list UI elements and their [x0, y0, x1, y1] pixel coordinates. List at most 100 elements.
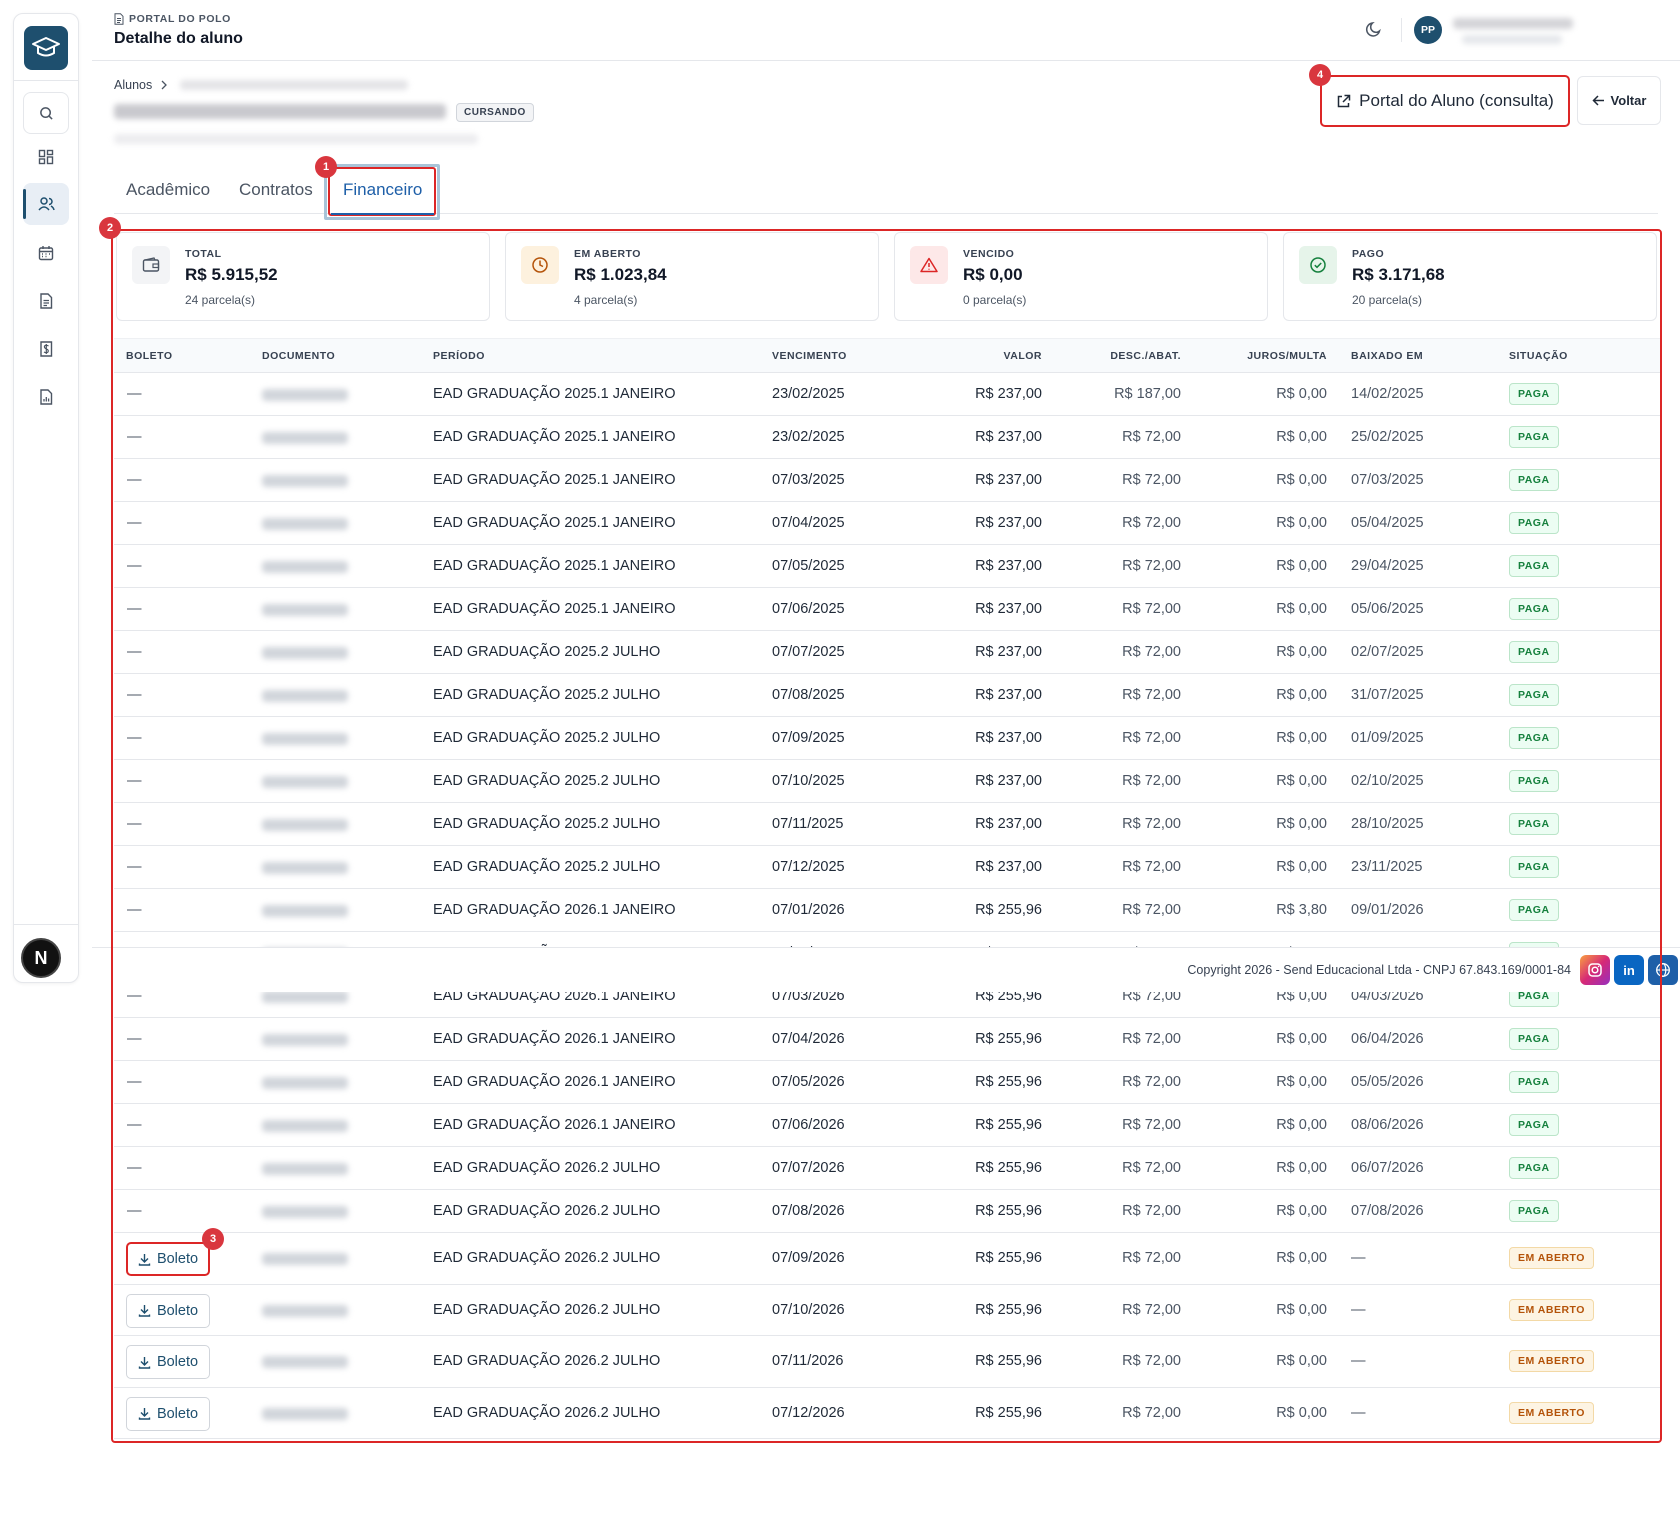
redacted-document [262, 561, 348, 573]
globe-icon[interactable] [1648, 955, 1678, 985]
app-logo[interactable] [24, 26, 68, 70]
redacted-document [262, 1304, 348, 1317]
card-value: R$ 3.171,68 [1352, 265, 1445, 284]
status-badge: PAGA [1509, 1028, 1559, 1050]
instagram-icon[interactable] [1580, 955, 1610, 985]
desconto-cell: R$ 72,00 [1122, 902, 1181, 918]
boleto-cell: — [127, 816, 142, 832]
sidebar-item-reports[interactable] [23, 376, 69, 418]
table-row: — EAD GRADUAÇÃO 2026.1 JANEIRO 07/03/2026 R… [114, 975, 1660, 1018]
valor-cell: R$ 237,00 [975, 558, 1042, 574]
desconto-cell: R$ 72,00 [1122, 773, 1181, 789]
search-icon [39, 106, 53, 120]
juros-cell: R$ 0,00 [1276, 1203, 1327, 1219]
status-badge: PAGA [1509, 770, 1559, 792]
sidebar-item-students[interactable] [23, 183, 69, 225]
warning-icon [910, 246, 948, 284]
vencimento-cell: 07/07/2026 [772, 1160, 845, 1176]
table-row: — EAD GRADUAÇÃO 2025.1 JANEIRO 07/06/2025 R… [114, 588, 1660, 631]
valor-cell: R$ 237,00 [975, 859, 1042, 875]
sidebar-item-calendar[interactable] [23, 232, 69, 274]
desconto-cell: R$ 72,00 [1122, 988, 1181, 1004]
sidebar-item-documents[interactable] [23, 280, 69, 322]
juros-cell: R$ 0,00 [1276, 988, 1327, 1004]
graduation-cap-icon [32, 37, 60, 57]
linkedin-icon[interactable]: in [1614, 955, 1644, 985]
theme-toggle-button[interactable] [1365, 20, 1383, 43]
card-count: 4 parcela(s) [574, 293, 638, 307]
col-baixado: BAIXADO EM [1351, 350, 1424, 362]
download-boleto-button[interactable]: Boleto [126, 1345, 210, 1379]
baixado-cell: — [1351, 1353, 1366, 1369]
breadcrumb-students-link[interactable]: Alunos [114, 78, 153, 92]
table-row: Boleto EAD GRADUAÇÃO 2026.2 JULHO 07/10/20… [114, 1285, 1660, 1336]
redacted-document [262, 991, 348, 1003]
redacted-document [262, 1206, 348, 1218]
valor-cell: R$ 255,96 [975, 1250, 1042, 1266]
juros-cell: R$ 0,00 [1276, 1031, 1327, 1047]
vencimento-cell: 23/02/2025 [772, 429, 845, 445]
top-header: PORTAL DO POLO Detalhe do aluno [92, 0, 1680, 61]
user-avatar[interactable]: PP [1414, 16, 1442, 44]
redacted-document [262, 905, 348, 917]
baixado-cell: 14/02/2025 [1351, 386, 1424, 402]
download-boleto-button[interactable]: Boleto [126, 1396, 210, 1431]
juros-cell: R$ 0,00 [1276, 601, 1327, 617]
valor-cell: R$ 237,00 [975, 472, 1042, 488]
annotation-marker-3: 3 [202, 1228, 224, 1250]
vencimento-cell: 07/01/2026 [772, 902, 845, 918]
col-documento: DOCUMENTO [262, 350, 336, 362]
user-avatar-initial[interactable]: N [21, 938, 61, 978]
table-row: — EAD GRADUAÇÃO 2025.2 JULHO 07/08/2025 R$ … [114, 674, 1660, 717]
download-icon [138, 1253, 151, 1266]
tab-contratos[interactable]: Contratos [239, 179, 313, 199]
baixado-cell: 25/02/2025 [1351, 429, 1424, 445]
desconto-cell: R$ 72,00 [1122, 687, 1181, 703]
report-icon [40, 389, 53, 405]
table-row: — EAD GRADUAÇÃO 2026.2 JULHO 07/08/2026 R$ … [114, 1190, 1660, 1233]
tab-academico[interactable]: Acadêmico [126, 179, 211, 199]
vencimento-cell: 23/02/2025 [772, 386, 845, 402]
valor-cell: R$ 255,96 [975, 902, 1042, 918]
juros-cell: R$ 0,00 [1276, 773, 1327, 789]
table-row: — EAD GRADUAÇÃO 2026.2 JULHO 07/07/2026 R$ … [114, 1147, 1660, 1190]
valor-cell: R$ 237,00 [975, 687, 1042, 703]
card-label: EM ABERTO [574, 248, 641, 260]
sidebar-item-dashboard[interactable] [23, 136, 69, 178]
redacted-document [262, 518, 348, 530]
baixado-cell: 02/07/2025 [1351, 644, 1424, 660]
download-boleto-button[interactable]: Boleto [126, 1242, 210, 1276]
baixado-cell: 02/10/2025 [1351, 773, 1424, 789]
valor-cell: R$ 255,96 [975, 988, 1042, 1004]
boleto-label: Boleto [156, 1354, 199, 1370]
back-button[interactable]: Voltar [1577, 76, 1661, 125]
enrollment-status-badge: CURSANDO [456, 103, 534, 122]
baixado-cell: 06/07/2026 [1351, 1160, 1424, 1176]
sidebar-search-button[interactable] [23, 92, 69, 134]
download-boleto-button[interactable]: Boleto [126, 1293, 210, 1328]
document-icon [114, 13, 124, 25]
baixado-cell: 07/03/2025 [1351, 472, 1424, 488]
juros-cell: R$ 0,00 [1276, 1250, 1327, 1266]
annotation-marker-4: 4 [1309, 64, 1331, 86]
valor-cell: R$ 255,96 [975, 1031, 1042, 1047]
tab-financeiro[interactable]: Financeiro [343, 179, 423, 199]
sidebar-item-finance[interactable] [23, 328, 69, 370]
student-portal-button[interactable]: Portal do Aluno (consulta) [1320, 75, 1570, 127]
vencimento-cell: 07/03/2025 [772, 472, 845, 488]
col-desconto: DESC./ABAT. [1110, 350, 1181, 362]
redacted-document [262, 432, 348, 444]
boleto-cell: — [127, 386, 142, 402]
col-periodo: PERÍODO [433, 350, 485, 362]
valor-cell: R$ 237,00 [975, 515, 1042, 531]
valor-cell: R$ 255,96 [975, 1117, 1042, 1133]
desconto-cell: R$ 72,00 [1122, 1160, 1181, 1176]
card-value: R$ 0,00 [963, 265, 1023, 284]
baixado-cell: — [1351, 1404, 1366, 1421]
valor-cell: R$ 237,00 [975, 644, 1042, 660]
boleto-cell: — [127, 515, 142, 531]
vencimento-cell: 07/04/2025 [772, 515, 845, 531]
periodo-cell: EAD GRADUAÇÃO 2026.2 JULHO [433, 1160, 661, 1176]
desconto-cell: R$ 72,00 [1122, 1404, 1181, 1421]
periodo-cell: EAD GRADUAÇÃO 2025.1 JANEIRO [433, 558, 676, 574]
